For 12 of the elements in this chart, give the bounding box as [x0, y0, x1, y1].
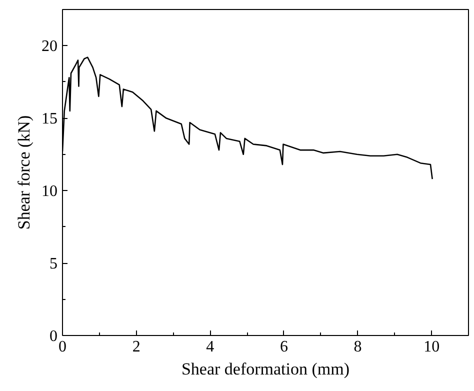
y-tick-label: 15 — [42, 110, 58, 128]
x-tick-label: 4 — [206, 338, 214, 356]
y-axis-title: Shear force (kN) — [14, 115, 34, 230]
y-tick-label: 0 — [50, 328, 58, 345]
x-tick-label: 6 — [280, 338, 288, 356]
x-tick-label: 10 — [424, 338, 440, 356]
y-tick-label: 20 — [42, 38, 58, 56]
x-tick-label: 8 — [354, 338, 362, 356]
y-tick-label: 5 — [50, 256, 58, 273]
y-tick-label: 10 — [42, 183, 58, 200]
x-tick-label: 2 — [132, 338, 140, 356]
x-axis-title: Shear deformation (mm) — [181, 360, 350, 378]
